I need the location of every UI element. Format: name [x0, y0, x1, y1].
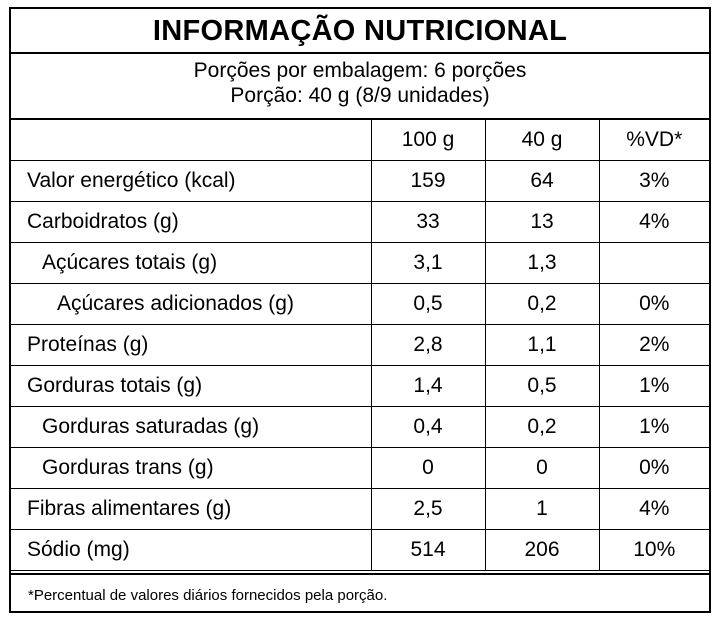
value-per-100g: 2,5: [370, 488, 486, 530]
portion-size: Porção: 40 g (8/9 unidades): [230, 84, 490, 107]
table-row: Sódio (mg) 514 206 10%: [11, 529, 709, 571]
value-per-100g: 0: [370, 447, 486, 489]
value-per-portion: 1: [484, 488, 600, 530]
nutrient-name: Açúcares totais (g): [11, 242, 372, 284]
nutrition-table: 100 g 40 g %VD* Valor energético (kcal) …: [11, 120, 709, 571]
table-row: Gorduras saturadas (g) 0,4 0,2 1%: [11, 406, 709, 448]
value-per-100g: 159: [370, 160, 486, 202]
table-row: Proteínas (g) 2,8 1,1 2%: [11, 324, 709, 366]
table-row: Açúcares adicionados (g) 0,5 0,2 0%: [11, 283, 709, 325]
daily-value: 10%: [598, 529, 709, 571]
value-per-portion: 13: [484, 201, 600, 243]
nutrient-name: Proteínas (g): [11, 324, 372, 366]
daily-value: 1%: [598, 406, 709, 448]
value-per-100g: 514: [370, 529, 486, 571]
value-per-portion: 206: [484, 529, 600, 571]
daily-value: 3%: [598, 160, 709, 202]
table-row: Fibras alimentares (g) 2,5 1 4%: [11, 488, 709, 530]
servings-per-package: Porções por embalagem: 6 porções: [193, 59, 527, 82]
table-row: Valor energético (kcal) 159 64 3%: [11, 160, 709, 202]
value-per-100g: 2,8: [370, 324, 486, 366]
label-title: INFORMAÇÃO NUTRICIONAL: [11, 9, 709, 54]
value-per-portion: 0,2: [484, 283, 600, 325]
value-per-100g: 3,1: [370, 242, 486, 284]
value-per-portion: 0: [484, 447, 600, 489]
value-per-portion: 1,1: [484, 324, 600, 366]
value-per-100g: 33: [370, 201, 486, 243]
value-per-100g: 0,5: [370, 283, 486, 325]
nutrient-name: Gorduras totais (g): [11, 365, 372, 407]
value-per-portion: 1,3: [484, 242, 600, 284]
nutrient-name: Fibras alimentares (g): [11, 488, 372, 530]
nutrition-facts-label: INFORMAÇÃO NUTRICIONAL Porções por embal…: [9, 7, 711, 613]
nutrient-name: Açúcares adicionados (g): [11, 283, 372, 325]
table-row: Gorduras totais (g) 1,4 0,5 1%: [11, 365, 709, 407]
nutrient-name: Gorduras trans (g): [11, 447, 372, 489]
value-per-portion: 0,5: [484, 365, 600, 407]
header-daily-value: %VD*: [598, 120, 709, 161]
nutrient-name: Valor energético (kcal): [11, 160, 372, 202]
header-empty-cell: [11, 120, 372, 161]
daily-value: 0%: [598, 283, 709, 325]
daily-value: 1%: [598, 365, 709, 407]
value-per-100g: 1,4: [370, 365, 486, 407]
daily-value: 0%: [598, 447, 709, 489]
value-per-100g: 0,4: [370, 406, 486, 448]
daily-value: 4%: [598, 201, 709, 243]
daily-value: 4%: [598, 488, 709, 530]
value-per-portion: 64: [484, 160, 600, 202]
serving-info: Porções por embalagem: 6 porções Porção:…: [11, 54, 709, 120]
header-per-portion: 40 g: [484, 120, 600, 161]
nutrient-name: Carboidratos (g): [11, 201, 372, 243]
table-header-row: 100 g 40 g %VD*: [11, 120, 709, 161]
daily-value: 2%: [598, 324, 709, 366]
header-per-100g: 100 g: [370, 120, 486, 161]
table-row: Gorduras trans (g) 0 0 0%: [11, 447, 709, 489]
value-per-portion: 0,2: [484, 406, 600, 448]
table-row: Carboidratos (g) 33 13 4%: [11, 201, 709, 243]
table-row: Açúcares totais (g) 3,1 1,3: [11, 242, 709, 284]
footnote: *Percentual de valores diários fornecido…: [11, 573, 709, 613]
daily-value: [598, 242, 709, 284]
nutrient-name: Gorduras saturadas (g): [11, 406, 372, 448]
nutrient-name: Sódio (mg): [11, 529, 372, 571]
